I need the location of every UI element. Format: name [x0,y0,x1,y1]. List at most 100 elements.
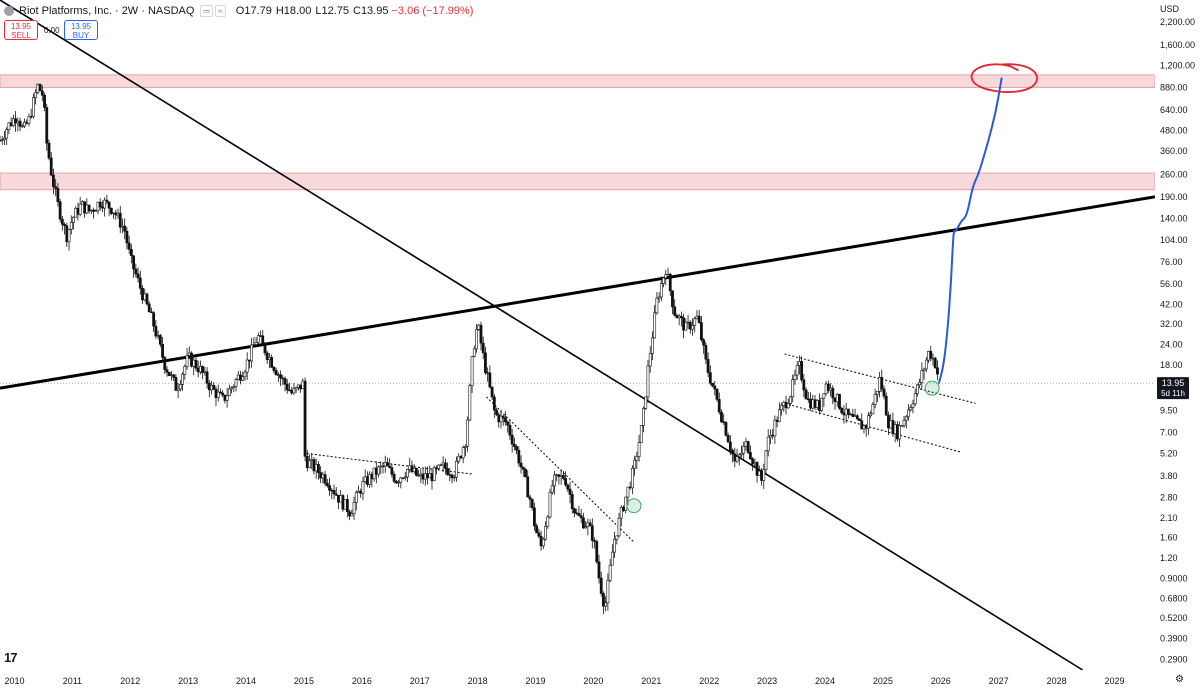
candle [109,207,113,216]
candle [898,421,901,447]
candle [791,374,795,403]
candles [0,83,939,615]
candle-body [862,425,866,430]
candle [497,412,501,428]
candle [878,372,881,398]
candle-body [639,425,643,443]
candle-body [443,462,447,469]
candle [323,470,327,487]
candle-body [386,462,389,467]
candle-body [907,409,910,418]
candle-body [312,459,316,472]
candle [875,390,879,403]
candle-body [399,477,403,483]
candle [334,486,338,497]
candle-body [826,383,830,391]
y-tick-label: 56.00 [1160,279,1183,289]
candle [101,200,104,213]
candle [426,466,429,485]
candle-body [550,485,554,493]
candle-body [849,413,853,416]
candle [314,458,318,479]
gear-icon[interactable]: ⚙ [1175,674,1184,685]
x-tick-label: 2029 [1104,676,1124,686]
candle-body [256,335,260,343]
candle-body [740,452,743,456]
compare-icon[interactable]: ≈ [214,5,226,17]
candle [145,292,149,306]
candle [575,508,579,516]
buy-button[interactable]: 13.95 BUY [64,20,98,40]
symbol-title[interactable]: Riot Platforms, Inc. · 2W · NASDAQ [19,5,195,17]
candle [472,345,476,358]
candle [339,490,343,503]
candle-body [530,498,534,509]
sell-button[interactable]: 13.95 SELL [4,20,38,40]
candle [374,461,378,484]
candle-body [430,473,434,482]
candle-body [52,174,55,187]
candle [245,352,249,381]
candle [183,364,187,380]
candle [573,507,576,518]
candle [388,458,392,469]
candle-body [452,476,456,479]
candle-body [103,199,107,209]
candle-body [635,456,639,461]
candle-body [911,403,915,408]
candle [29,108,33,119]
candle-body [247,359,251,362]
y-tick-label: 2.80 [1160,493,1178,503]
candle [252,337,256,346]
candle-body [178,384,182,390]
candle [259,330,262,338]
candle-body [230,387,233,390]
candle [630,465,634,495]
candle [466,416,470,453]
tradingview-logo-icon[interactable]: 17 [4,650,18,665]
candle [697,309,701,324]
candle [530,498,534,511]
candle [455,456,458,482]
candle [668,272,672,297]
candle [789,395,792,406]
candle [811,394,815,410]
x-axis[interactable]: 2010 2011 2012 2013 2014 2015 2016 2017 2018 2019… [0,670,1200,689]
indicator-icon[interactable]: ═ [200,5,213,17]
resistance-zones [0,74,1156,191]
candle-body [686,321,690,324]
candle [9,117,13,127]
candle [185,347,189,370]
candle [390,463,394,478]
currency-label[interactable]: USD [1160,4,1180,14]
candle-body [74,208,78,218]
candle [570,490,574,514]
candle-body [880,376,884,390]
candle [742,441,746,460]
candle [207,380,211,398]
candle-body [541,538,545,547]
candle-body [272,366,276,371]
candle [869,410,873,419]
candle-body [243,371,247,378]
candle-body [343,499,347,510]
candle [292,383,296,395]
y-axis[interactable]: 2,200.00 1,600.00 1,200.00 880.00 640.00 480.… [1155,0,1200,689]
y-tick-label: 7.00 [1160,427,1178,437]
candle [751,457,755,471]
candle-body [83,201,87,214]
candle [386,457,389,467]
candle [354,490,358,511]
candle-body [512,443,516,447]
candle [107,201,111,217]
candle-body [172,374,176,378]
reversal-marker [924,380,940,396]
candle [802,374,806,398]
candle-body [822,393,826,399]
resistance-zone [0,172,1156,191]
candle [234,377,238,392]
candle [755,460,759,483]
candle [312,457,316,475]
candle-body [76,208,80,215]
